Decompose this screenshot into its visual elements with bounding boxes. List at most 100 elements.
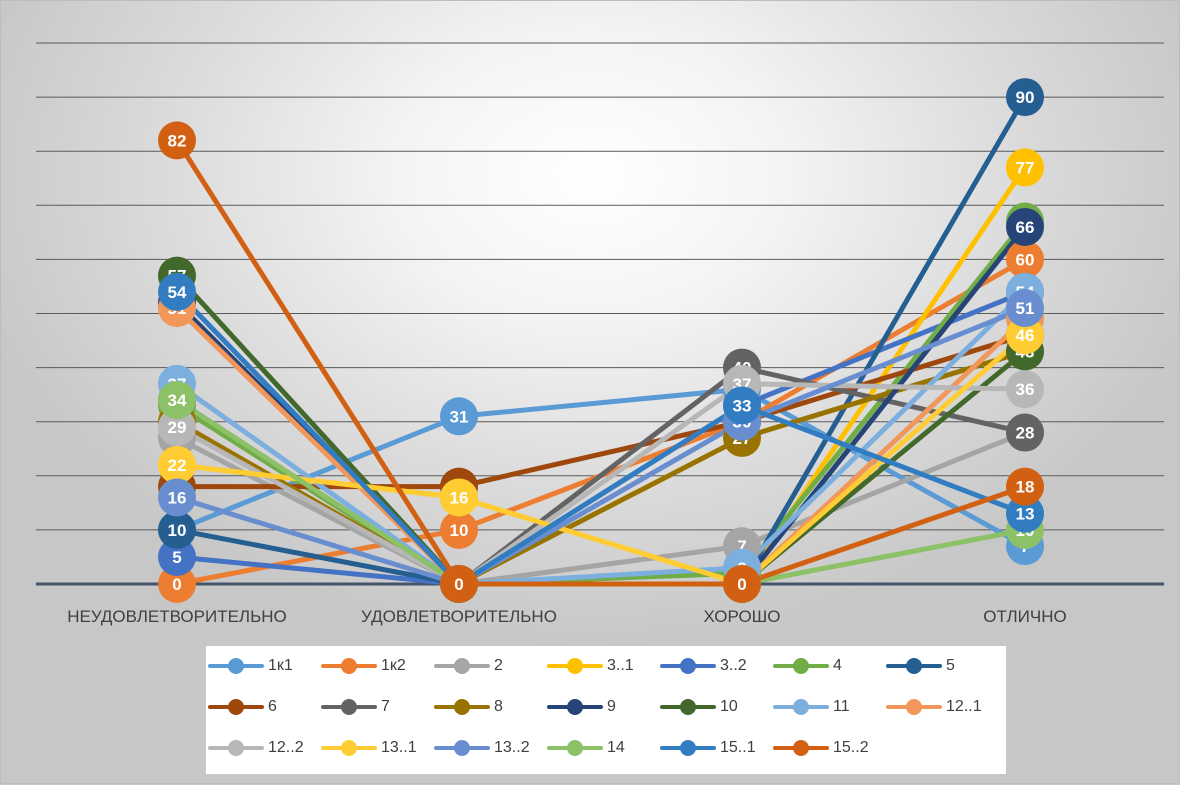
data-label: 10	[168, 521, 187, 540]
data-marker	[1006, 494, 1044, 533]
data-marker	[158, 445, 196, 484]
legend-swatch	[545, 697, 605, 717]
legend-label: 2	[494, 657, 503, 674]
legend-swatch	[206, 738, 266, 758]
legend-item-13..2: 13..2	[432, 737, 530, 759]
data-marker	[440, 565, 478, 603]
legend-label: 5	[946, 657, 955, 674]
data-marker	[440, 397, 478, 436]
legend-swatch	[658, 656, 718, 676]
legend-swatch	[432, 697, 492, 717]
data-point-1к2-1: 0	[158, 565, 196, 603]
data-label: 0	[172, 575, 181, 594]
data-label: 28	[1016, 424, 1035, 443]
data-point-9-4: 66	[1006, 207, 1044, 246]
data-marker	[1006, 148, 1044, 187]
category-label: НЕУДОВЛЕТВОРИТЕЛЬНО	[67, 607, 287, 626]
legend: 1к1 1к2 2 3..1 3..2 4 5 6 7 8 9 10 11 12..1 12..2 13..1…	[206, 646, 1006, 774]
gridlines	[36, 42, 1164, 586]
legend-item-7: 7	[319, 696, 390, 718]
legend-item-4: 4	[771, 655, 842, 677]
series-line-13..2	[174, 305, 1028, 587]
data-point-1к2-2: 10	[440, 510, 478, 549]
data-label: 7	[737, 537, 746, 556]
data-point-15..2-2: 0	[440, 565, 478, 603]
series-line-15..1	[174, 289, 1028, 587]
data-point-1к1-2: 31	[440, 397, 478, 436]
series-line-12..2	[174, 381, 1028, 587]
data-label: 10	[450, 521, 469, 540]
legend-item-15..1: 15..1	[658, 737, 756, 759]
series-line-11	[174, 289, 1028, 587]
legend-item-1к2: 1к2	[319, 655, 406, 677]
legend-label: 14	[607, 739, 625, 756]
data-label: 16	[168, 488, 187, 507]
legend-swatch	[206, 697, 266, 717]
legend-swatch	[545, 656, 605, 676]
data-point-15..1-4: 13	[1006, 494, 1044, 533]
data-marker	[1006, 467, 1044, 506]
data-label: 36	[1016, 380, 1035, 399]
data-marker	[158, 408, 196, 447]
legend-item-11: 11	[771, 696, 850, 718]
legend-item-3..1: 3..1	[545, 655, 634, 677]
legend-item-8: 8	[432, 696, 503, 718]
data-marker	[1006, 240, 1044, 279]
legend-swatch	[658, 697, 718, 717]
data-label: 0	[454, 575, 463, 594]
data-label: 46	[1016, 326, 1035, 345]
legend-label: 13..2	[494, 739, 530, 756]
series-lines	[174, 94, 1028, 587]
category-axis-labels: НЕУДОВЛЕТВОРИТЕЛЬНО УДОВЛЕТВОРИТЕЛЬНО ХОРО…	[67, 607, 1066, 626]
data-label: 29	[168, 418, 187, 437]
data-marker	[158, 510, 196, 549]
data-label: 60	[1016, 250, 1035, 269]
legend-item-2: 2	[432, 655, 503, 677]
legend-item-14: 14	[545, 737, 625, 759]
legend-label: 12..1	[946, 698, 982, 715]
data-point-13..1-1: 22	[158, 445, 196, 484]
data-label: 34	[168, 391, 187, 410]
legend-item-10: 10	[658, 696, 738, 718]
legend-label: 12..2	[268, 739, 304, 756]
data-marker	[1006, 370, 1044, 409]
legend-item-3..2: 3..2	[658, 655, 747, 677]
legend-swatch	[884, 656, 944, 676]
legend-label: 10	[720, 698, 738, 715]
data-marker	[1006, 78, 1044, 117]
data-point-12..2-1: 29	[158, 408, 196, 447]
data-marker	[158, 565, 196, 603]
data-point-15..2-1: 82	[158, 121, 196, 160]
legend-label: 13..1	[381, 739, 417, 756]
legend-swatch	[884, 697, 944, 717]
data-point-3..1-4: 77	[1006, 148, 1044, 187]
legend-swatch	[319, 697, 379, 717]
data-label: 31	[450, 407, 469, 426]
data-marker	[440, 478, 478, 517]
data-label: 22	[168, 456, 187, 475]
data-label: 66	[1016, 218, 1035, 237]
data-label: 13	[1016, 505, 1035, 524]
data-point-13..2-4: 51	[1006, 289, 1044, 328]
legend-swatch	[771, 656, 831, 676]
data-marker	[158, 272, 196, 311]
data-label: 5	[172, 548, 181, 567]
data-point-3..2-1: 5	[158, 537, 196, 576]
data-label: 77	[1016, 158, 1035, 177]
legend-label: 1к2	[381, 657, 406, 674]
data-label: 51	[1016, 299, 1035, 318]
legend-swatch	[206, 656, 266, 676]
legend-swatch	[432, 738, 492, 758]
legend-swatch	[771, 738, 831, 758]
legend-item-9: 9	[545, 696, 616, 718]
legend-swatch	[771, 697, 831, 717]
data-marker	[1006, 289, 1044, 328]
series-line-15..2	[174, 137, 1028, 587]
data-label: 54	[168, 283, 187, 302]
data-marker	[723, 386, 761, 425]
legend-label: 4	[833, 657, 842, 674]
data-marker	[723, 565, 761, 603]
data-point-15..1-1: 54	[158, 272, 196, 311]
data-point-15..2-4: 18	[1006, 467, 1044, 506]
data-marker	[1006, 316, 1044, 355]
